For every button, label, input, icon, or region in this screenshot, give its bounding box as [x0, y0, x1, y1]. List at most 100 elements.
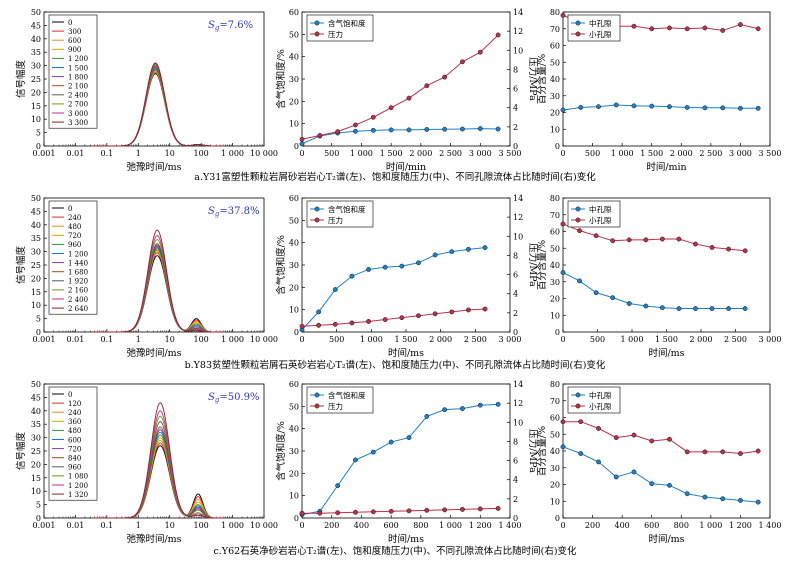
data-point	[709, 245, 715, 250]
data-point	[366, 319, 371, 324]
t2-curve-4	[91, 69, 224, 147]
x-tick-label: 1 400	[499, 521, 522, 530]
y-tick-label: 70	[550, 211, 560, 220]
data-point	[332, 287, 338, 292]
data-point	[693, 306, 698, 311]
data-point	[424, 127, 430, 132]
data-point	[684, 491, 690, 497]
y-tick-label: 30	[289, 75, 299, 84]
t2-curve-1	[91, 252, 224, 333]
legend-entry: 1 200	[68, 55, 88, 63]
x-tick-label: 0.1	[100, 521, 113, 530]
y-tick-label: 40	[550, 447, 560, 456]
y-tick-label: 0	[36, 514, 41, 523]
x-tick-label: 1 200	[469, 521, 492, 530]
legend-entry: 900	[68, 46, 81, 54]
data-point	[676, 236, 682, 242]
data-point	[610, 295, 616, 301]
x-tick-label: 500	[590, 335, 605, 344]
x-tick-label: 500	[585, 149, 600, 158]
y-tick-label: 50	[289, 402, 299, 411]
y-tick-label: 15	[31, 288, 41, 297]
y2-tick-label: 6	[513, 457, 518, 466]
legend-entry: 中孔隙	[589, 390, 612, 400]
y-tick-label: 60	[289, 380, 299, 389]
x-tick-label: 1 000	[360, 335, 383, 344]
legend-entry: 2 640	[68, 305, 88, 313]
legend-marker	[575, 392, 581, 398]
data-point	[726, 306, 731, 311]
data-point	[465, 307, 471, 313]
t2-curve-3	[91, 70, 224, 147]
legend-entry: 含气饱和度	[328, 18, 366, 28]
data-point	[477, 126, 483, 131]
t2-curve-8	[91, 65, 224, 147]
x-tick-label: 600	[384, 521, 399, 530]
t2-curve-0	[91, 73, 224, 147]
y-tick-label: 25	[31, 261, 41, 270]
data-point	[596, 104, 601, 110]
legend-box	[567, 200, 621, 228]
x-tick-label: 0.01	[67, 335, 85, 344]
y-tick-label: 30	[550, 464, 560, 473]
y-tick-label: 20	[550, 109, 560, 118]
legend-entry: 120	[68, 400, 81, 408]
data-point	[388, 127, 394, 133]
data-point	[560, 419, 566, 425]
y-tick-label: 20	[31, 88, 41, 97]
y-tick-label: 50	[550, 430, 560, 439]
legend-entry: 720	[68, 445, 81, 453]
data-point	[578, 105, 584, 110]
y-tick-label: 35	[31, 234, 41, 243]
data-point	[477, 506, 483, 512]
data-point	[382, 317, 388, 322]
data-point	[596, 425, 601, 431]
data-point	[684, 105, 690, 110]
data-point	[399, 315, 405, 321]
data-point	[755, 105, 761, 111]
x-axis-label: 时间/ms	[648, 347, 684, 359]
y2-tick-label: 8	[513, 251, 518, 260]
y-axis-label: 信号幅度	[15, 246, 27, 285]
data-point	[631, 23, 637, 29]
y-axis-label: 信号幅度	[15, 60, 27, 99]
data-point	[755, 26, 761, 32]
x-tick-label: 0.001	[33, 149, 56, 158]
t2-curve-6	[91, 245, 224, 333]
data-point	[649, 438, 655, 444]
y-tick-label: 30	[550, 92, 560, 101]
y-tick-label: 50	[550, 58, 560, 67]
data-point	[424, 413, 430, 419]
y-tick-label: 30	[289, 261, 299, 270]
y2-tick-label: 4	[513, 104, 518, 113]
y2-tick-label: 10	[513, 418, 523, 427]
x-tick-label: 2 000	[429, 335, 452, 344]
legend-entry: 240	[68, 409, 81, 417]
y-tick-label: 5	[36, 129, 41, 138]
data-point	[388, 508, 394, 514]
data-point	[659, 236, 665, 242]
y2-tick-label: 12	[513, 213, 523, 222]
y-tick-label: 40	[31, 407, 41, 416]
legend-marker	[314, 403, 320, 409]
chart-sat-1: 0 500 1 000 1 500 2 000 2 500 3 00001020304050…	[275, 194, 539, 359]
legend-entry: 含气饱和度	[328, 204, 366, 214]
x-tick-label: 1 000	[439, 521, 462, 530]
data-point	[726, 246, 731, 252]
legend-box	[567, 14, 621, 42]
t2-curve-5	[91, 247, 224, 333]
x-tick-label: 500	[324, 149, 339, 158]
x-tick-label: 0	[560, 521, 565, 530]
y-tick-label: 0	[555, 328, 560, 337]
x-tick-label: 10 000	[250, 521, 278, 530]
y-tick-label: 30	[289, 447, 299, 456]
y-tick-label: 30	[550, 278, 560, 287]
x-tick-label: 1 000	[221, 521, 244, 530]
legend-marker	[314, 217, 320, 223]
x-tick-label: 100	[194, 521, 209, 530]
legend-entry: 1 920	[68, 278, 88, 286]
legend-entry: 小孔隙	[589, 402, 612, 411]
x-tick-label: 100	[194, 335, 209, 344]
series-line-1	[563, 421, 759, 455]
y2-tick-label: 2	[513, 495, 518, 504]
